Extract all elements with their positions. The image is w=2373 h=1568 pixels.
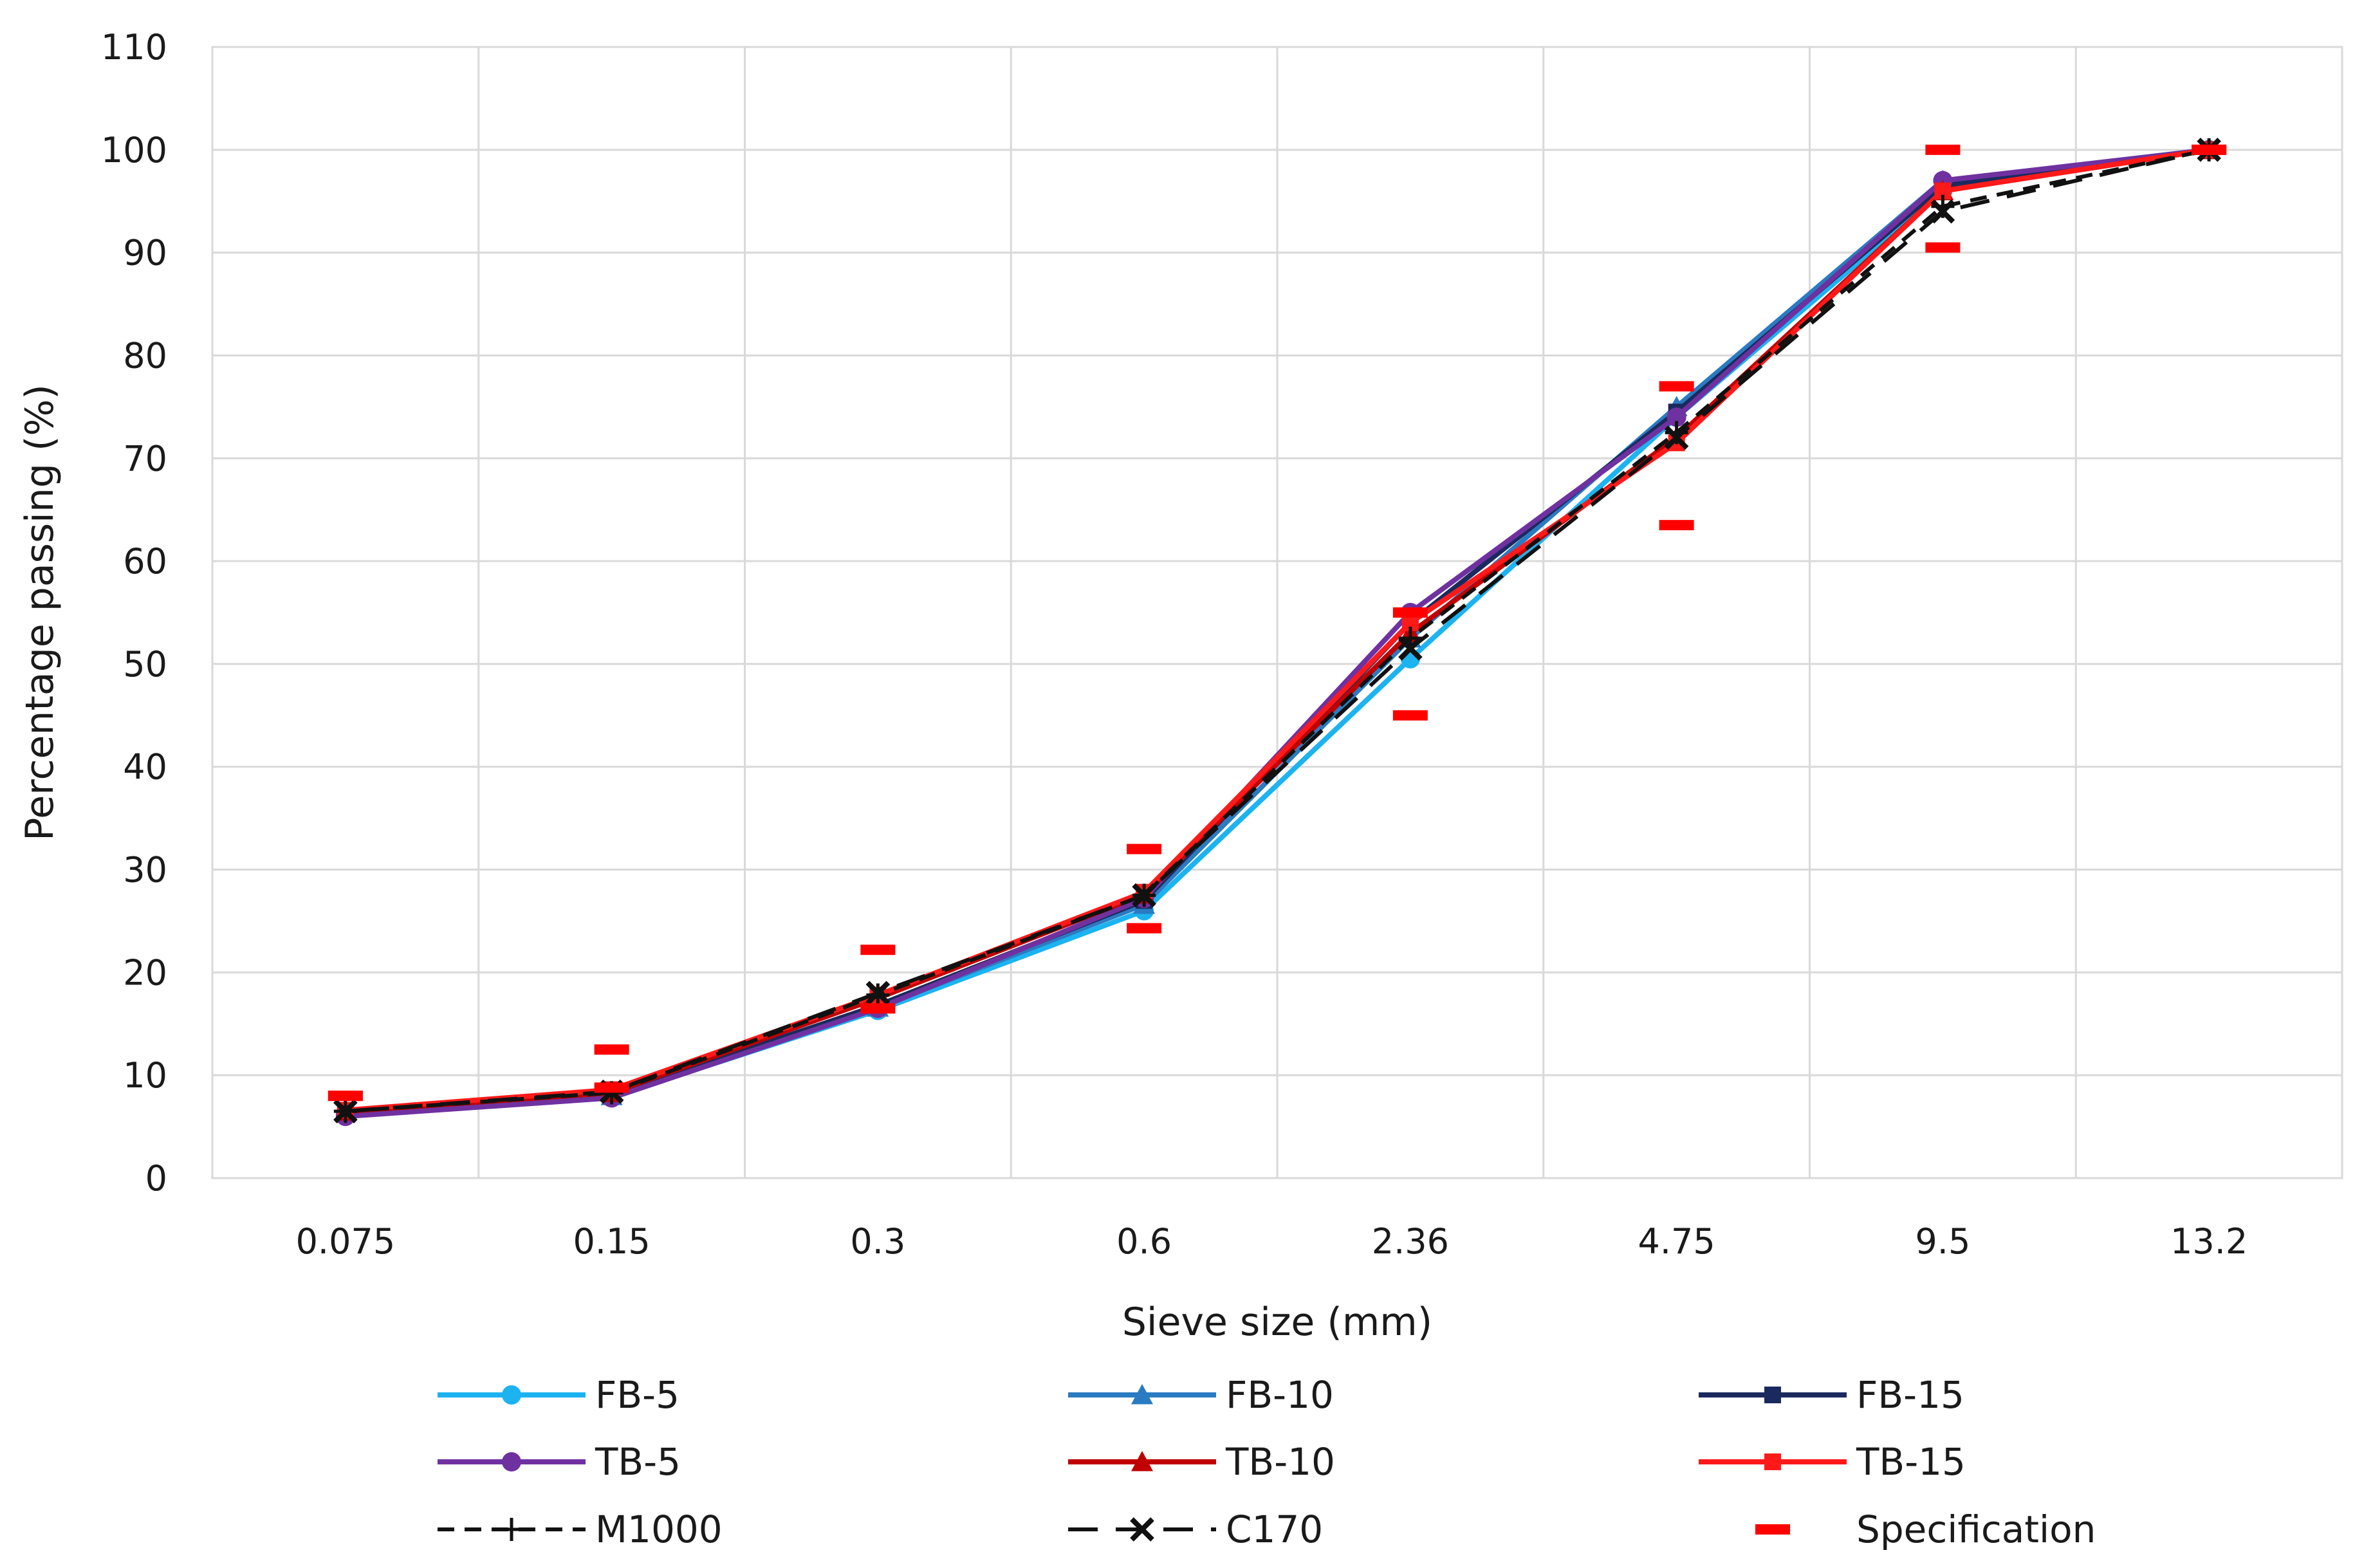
x-tick-label: 0.6 <box>1116 1221 1172 1262</box>
y-tick-label: 20 <box>123 952 167 993</box>
legend-item: M1000 <box>438 1508 723 1551</box>
legend-swatch-marker <box>1755 1524 1790 1535</box>
y-tick-label: 80 <box>123 335 167 376</box>
legend-swatch-marker <box>1131 1451 1153 1471</box>
specification-mark-lower <box>1659 520 1694 531</box>
specification-mark-lower <box>328 1091 363 1102</box>
y-axis-title: Percentage passing (%) <box>17 384 62 841</box>
x-tick-label: 2.36 <box>1372 1221 1449 1262</box>
x-tick-label: 0.075 <box>296 1221 396 1262</box>
x-tick-label: 13.2 <box>2170 1221 2248 1262</box>
specification-mark-lower <box>860 1003 896 1014</box>
specification-mark-lower <box>2192 144 2227 155</box>
x-tick-label: 9.5 <box>1915 1221 1970 1262</box>
y-tick-label: 40 <box>123 747 167 788</box>
y-tick-label: 100 <box>101 130 167 171</box>
y-tick-label: 70 <box>123 438 167 479</box>
y-tick-label: 0 <box>145 1158 167 1199</box>
legend-label: FB-5 <box>595 1373 679 1417</box>
specification-mark-upper <box>594 1044 629 1055</box>
legend-swatch-marker <box>1764 1387 1781 1403</box>
legend-item: FB-10 <box>1068 1373 1334 1417</box>
specification-mark-upper <box>1925 144 1961 155</box>
legend-label: FB-10 <box>1226 1373 1334 1417</box>
y-axis-ticks: 0 10 20 30 40 50 60 70 80 90 100 110 <box>101 27 167 1199</box>
data-point <box>1930 199 1955 224</box>
y-tick-label: 90 <box>123 233 167 273</box>
legend-label: C170 <box>1226 1508 1323 1551</box>
legend-swatch-marker <box>502 1385 521 1405</box>
legend-label: TB-15 <box>1856 1440 1966 1484</box>
data-point <box>1667 407 1686 427</box>
data-point <box>865 981 891 1006</box>
legend-item: FB-15 <box>1699 1373 1964 1417</box>
specification-mark-upper <box>1127 844 1162 854</box>
y-tick-label: 50 <box>123 644 167 685</box>
series-line <box>345 147 2210 1114</box>
data-point <box>1398 636 1423 661</box>
legend: FB-5 FB-10 FB-15 TB-5 TB-10 TB-15 M1000 C170 Spe… <box>438 1373 2096 1551</box>
legend-item: TB-15 <box>1699 1440 1966 1484</box>
series <box>333 137 2221 1127</box>
legend-label: TB-10 <box>1225 1440 1335 1484</box>
legend-swatch-marker <box>1131 1384 1153 1405</box>
legend-swatch-marker <box>500 1518 523 1541</box>
specification-marks <box>328 144 2227 1102</box>
data-point <box>1664 425 1689 450</box>
specification-mark-lower <box>1392 710 1428 721</box>
legend-swatch-marker <box>1130 1517 1154 1542</box>
legend-label: TB-5 <box>595 1440 681 1484</box>
x-tick-label: 0.3 <box>850 1221 905 1262</box>
specification-mark-lower <box>1925 242 1961 253</box>
legend-label: FB-15 <box>1856 1373 1964 1417</box>
data-point <box>1132 883 1156 908</box>
legend-item: TB-10 <box>1068 1440 1335 1484</box>
specification-mark-lower <box>594 1082 629 1093</box>
legend-item: C170 <box>1068 1508 1323 1551</box>
specification-mark-upper <box>1659 381 1694 392</box>
x-tick-label: 0.15 <box>573 1221 651 1262</box>
y-tick-label: 30 <box>123 850 167 890</box>
x-axis-title: Sieve size (mm) <box>1122 1300 1432 1345</box>
legend-item: TB-5 <box>438 1440 681 1484</box>
specification-mark-lower <box>1127 923 1162 934</box>
legend-swatch-marker <box>1764 1453 1781 1470</box>
legend-swatch-marker <box>502 1452 521 1471</box>
legend-label: Specification <box>1856 1508 2096 1551</box>
legend-label: M1000 <box>595 1508 723 1551</box>
grid <box>212 47 2342 1178</box>
y-tick-label: 60 <box>123 541 167 582</box>
legend-item: FB-5 <box>438 1373 679 1417</box>
legend-item: Specification <box>1755 1508 2096 1551</box>
specification-mark-upper <box>1392 607 1428 618</box>
y-tick-label: 110 <box>101 27 167 68</box>
y-tick-label: 10 <box>123 1055 167 1096</box>
x-tick-label: 4.75 <box>1638 1221 1715 1262</box>
x-axis-ticks: 0.075 0.15 0.3 0.6 2.36 4.75 9.5 13.2 <box>296 1221 2248 1262</box>
data-point <box>333 1099 358 1123</box>
specification-mark-upper <box>860 945 896 955</box>
